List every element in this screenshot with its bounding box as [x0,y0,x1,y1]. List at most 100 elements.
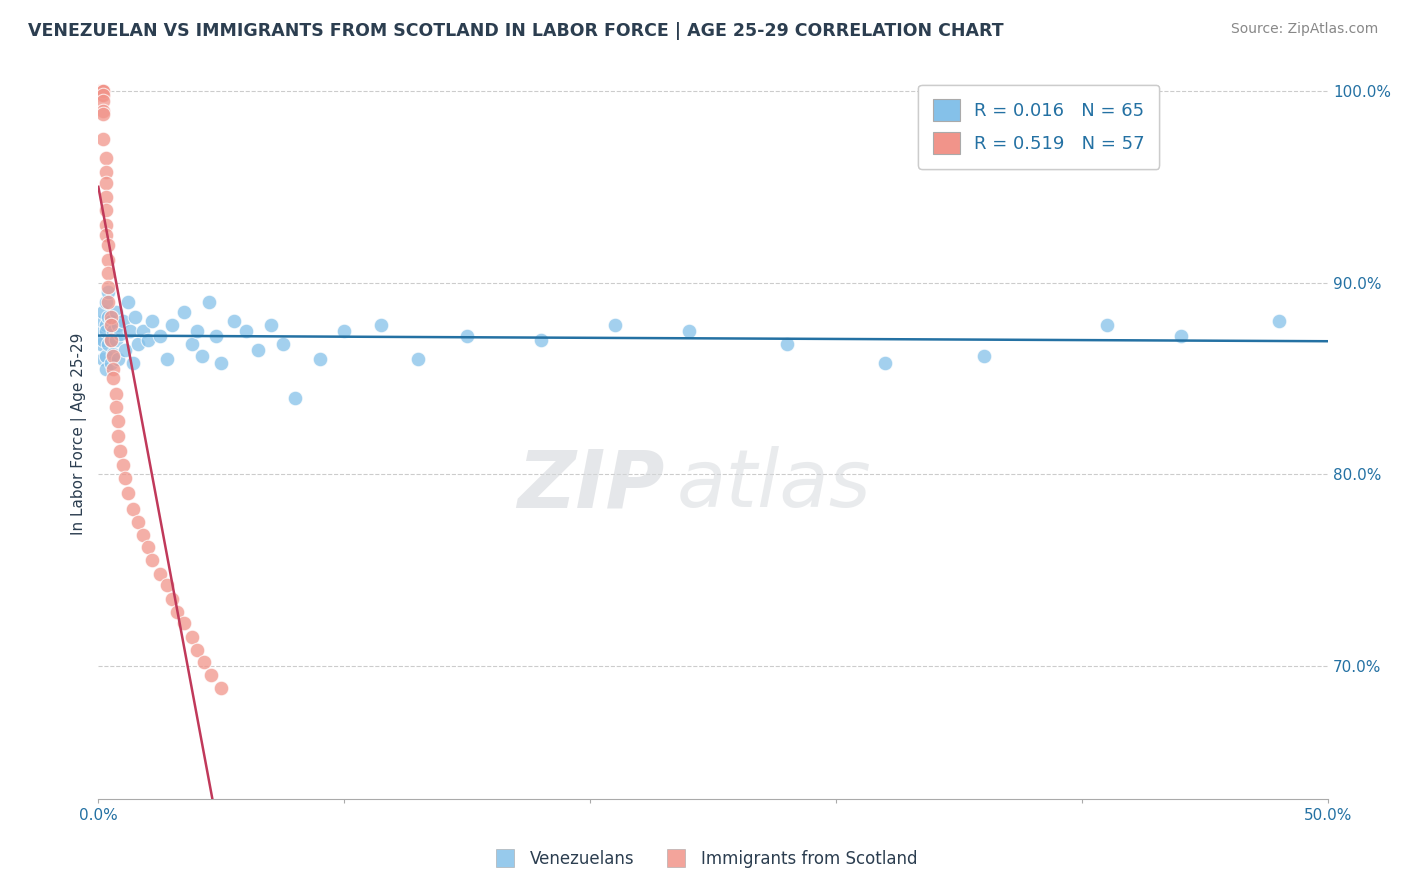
Point [149,566,172,581]
Point [94,227,117,242]
Text: ZIP: ZIP [516,446,664,524]
Point [90,85,112,99]
Point [104,386,127,401]
Point [104,401,127,415]
Point [94,203,117,218]
Point [97,310,120,325]
Point [101,324,124,338]
Point [91,132,114,146]
Point [90,337,112,351]
Point [94,190,117,204]
Point [186,324,208,338]
Point [94,318,117,332]
Point [90,85,112,99]
Point [190,349,212,363]
Point [107,429,129,443]
Point [156,578,179,592]
Point [603,318,626,332]
Point [114,471,136,485]
Point [136,333,159,347]
Point [101,349,124,363]
Point [160,318,183,332]
Point [94,349,117,363]
Point [100,333,122,347]
Point [100,314,122,328]
Point [101,362,124,376]
Point [94,295,117,310]
Point [90,85,112,99]
Point [91,333,114,347]
Point [97,252,120,267]
Point [973,349,995,363]
Point [776,337,799,351]
Point [117,486,139,500]
Point [90,85,112,99]
Point [104,304,127,318]
Point [308,352,330,367]
Point [131,528,153,542]
Point [1095,318,1118,332]
Point [141,314,163,328]
Point [235,324,257,338]
Point [198,295,221,310]
Point [121,356,143,370]
Point [97,295,120,310]
Point [97,285,120,300]
Point [90,85,112,99]
Point [110,444,132,458]
Point [156,352,179,367]
Point [284,391,307,405]
Point [91,107,114,121]
Point [94,152,117,166]
Point [121,501,143,516]
Point [90,85,112,99]
Point [875,356,897,370]
Point [271,337,294,351]
Point [180,337,202,351]
Point [90,329,112,343]
Point [100,318,122,332]
Point [91,85,114,99]
Point [91,304,114,318]
Point [530,333,553,347]
Point [111,314,134,328]
Point [259,318,281,332]
Point [209,356,232,370]
Point [94,362,117,376]
Point [100,356,122,370]
Point [94,324,117,338]
Point [111,458,134,472]
Point [91,88,114,103]
Point [91,314,114,328]
Point [90,88,112,103]
Point [1170,329,1192,343]
Text: Source: ZipAtlas.com: Source: ZipAtlas.com [1230,22,1378,37]
Point [247,343,270,357]
Point [91,352,114,367]
Point [94,177,117,191]
Point [136,540,159,554]
Point [333,324,356,338]
Text: VENEZUELAN VS IMMIGRANTS FROM SCOTLAND IN LABOR FORCE | AGE 25-29 CORRELATION CH: VENEZUELAN VS IMMIGRANTS FROM SCOTLAND I… [28,22,1004,40]
Point [127,337,149,351]
Point [100,310,122,325]
Point [193,655,215,669]
Point [370,318,392,332]
Point [107,318,129,332]
Point [101,346,124,360]
Point [91,85,114,99]
Y-axis label: In Labor Force | Age 25-29: In Labor Force | Age 25-29 [72,333,87,535]
Point [90,324,112,338]
Point [1268,314,1291,328]
Point [117,295,139,310]
Point [166,605,188,619]
Point [186,643,208,657]
Point [205,329,228,343]
Point [149,329,172,343]
Point [94,219,117,233]
Point [678,324,700,338]
Point [90,85,112,99]
Point [141,553,163,567]
Point [222,314,245,328]
Point [94,165,117,179]
